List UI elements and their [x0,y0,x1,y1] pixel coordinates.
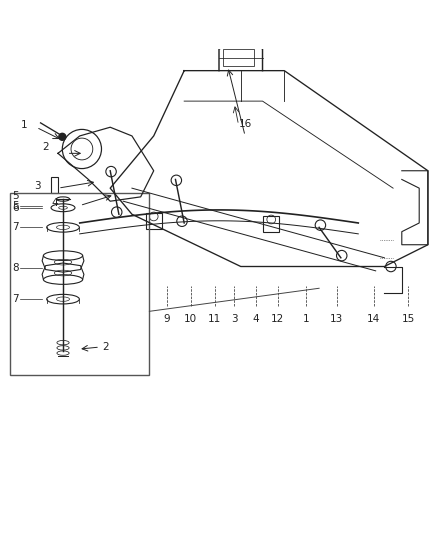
Text: 6: 6 [12,203,19,213]
Text: 12: 12 [271,314,284,325]
Text: 9: 9 [163,314,170,325]
Text: 1: 1 [21,120,28,130]
Text: 7: 7 [12,294,19,304]
Bar [263,216,279,232]
Text: 14: 14 [367,314,380,325]
Text: 8: 8 [12,263,19,272]
Text: 11: 11 [208,314,221,325]
Text: 7: 7 [12,222,19,232]
Text: 3: 3 [34,181,41,191]
Bar [223,49,254,66]
Text: 5: 5 [12,200,19,211]
Circle shape [59,133,66,140]
Text: 5: 5 [12,191,19,201]
Text: 10: 10 [184,314,197,325]
Text: 13: 13 [330,314,343,325]
Text: 3: 3 [231,314,237,325]
Text: 2: 2 [102,342,109,352]
Bar [146,213,162,229]
Text: 15: 15 [402,314,415,325]
Text: 1: 1 [303,314,309,325]
Bar [51,177,58,192]
Text: 4: 4 [51,198,58,208]
Text: 2: 2 [42,142,49,152]
Text: 16: 16 [238,119,252,130]
Text: 4: 4 [253,314,259,325]
